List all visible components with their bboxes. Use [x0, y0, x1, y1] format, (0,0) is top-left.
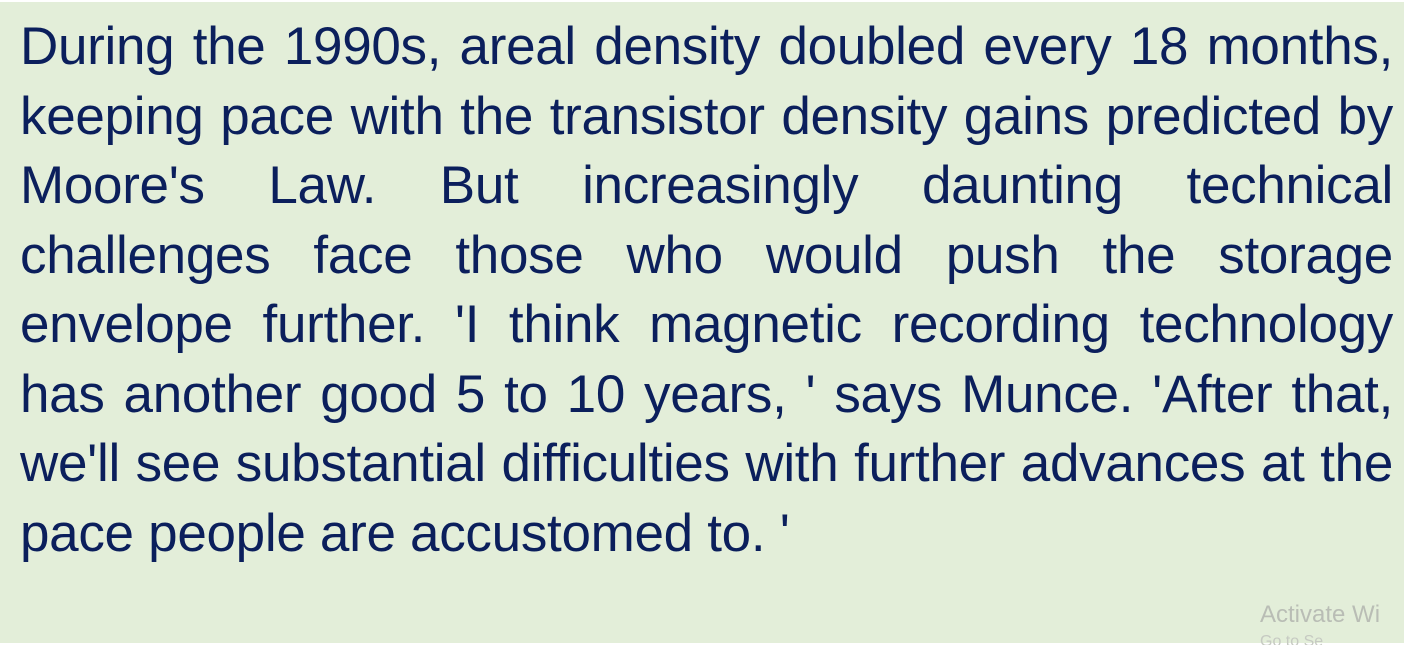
activation-watermark: Activate Wi	[1260, 601, 1381, 628]
body-paragraph: During the 1990s, areal density doubled …	[20, 17, 1393, 563]
activation-watermark-subtitle: Go to Se	[1260, 634, 1324, 645]
